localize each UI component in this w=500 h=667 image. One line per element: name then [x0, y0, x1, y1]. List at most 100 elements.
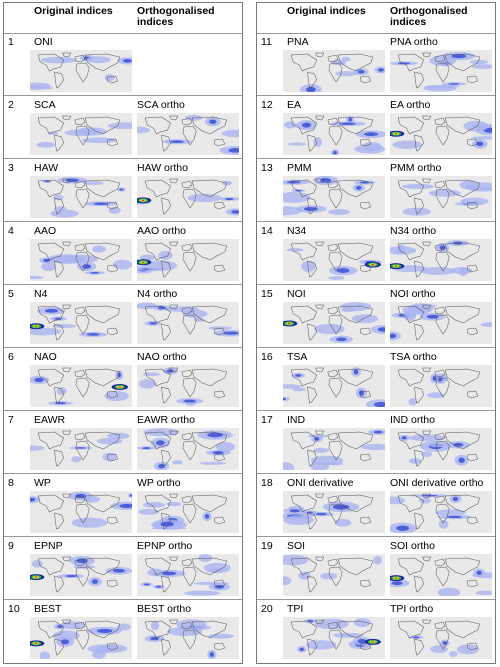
- ortho-index-label: NOI ortho: [390, 288, 436, 300]
- original-map-image: [283, 365, 385, 407]
- row-number: 11: [261, 36, 272, 48]
- world-map-graphic: [30, 113, 132, 155]
- world-map-graphic: [30, 302, 132, 344]
- ortho-map-image: [390, 302, 492, 344]
- row-number: 4: [8, 225, 14, 237]
- world-map-graphic: [137, 239, 239, 281]
- original-map-image: [283, 239, 385, 281]
- ortho-map-image: [390, 365, 492, 407]
- ortho-map-image: [390, 491, 492, 533]
- table-row: 14 N34 N34 ortho: [257, 222, 495, 285]
- world-map-graphic: [137, 617, 239, 659]
- ortho-index-label: N4 ortho: [137, 288, 178, 300]
- ortho-index-label: SOI ortho: [390, 540, 435, 552]
- ortho-map-image: [390, 428, 492, 470]
- ortho-index-label: BEST ortho: [137, 603, 192, 615]
- row-number: 5: [8, 288, 14, 300]
- world-map-graphic: [283, 113, 385, 155]
- table-row: 13 PMM PMM ortho: [257, 159, 495, 222]
- table-row: 10 BEST BEST ortho: [4, 600, 242, 663]
- left-panel: Original indices Orthogonalised indices …: [3, 2, 243, 664]
- header-original: Original indices: [34, 5, 113, 17]
- world-map-graphic: [390, 50, 492, 92]
- original-map-image: [30, 302, 132, 344]
- world-map-graphic: [390, 365, 492, 407]
- original-map-image: [283, 113, 385, 155]
- world-map-graphic: [390, 617, 492, 659]
- original-map-image: [283, 176, 385, 218]
- original-map-image: [283, 428, 385, 470]
- table-row: 15 NOI NOI ortho: [257, 285, 495, 348]
- ortho-map-image: [390, 617, 492, 659]
- original-index-label: PNA: [287, 36, 309, 48]
- world-map-graphic: [30, 428, 132, 470]
- row-number: 1: [8, 36, 14, 48]
- world-map-graphic: [30, 491, 132, 533]
- ortho-map-image: [137, 365, 239, 407]
- original-map-image: [30, 113, 132, 155]
- world-map-graphic: [137, 176, 239, 218]
- ortho-map-image: [137, 491, 239, 533]
- world-map-graphic: [30, 365, 132, 407]
- table-row: 6 NAO NAO ortho: [4, 348, 242, 411]
- table-row: 2 SCA SCA ortho: [4, 96, 242, 159]
- original-map-image: [30, 617, 132, 659]
- table-row: 5 N4 N4 ortho: [4, 285, 242, 348]
- left-header: Original indices Orthogonalised indices: [4, 3, 242, 34]
- ortho-index-label: EAWR ortho: [137, 414, 195, 426]
- world-map-graphic: [390, 176, 492, 218]
- row-number: 14: [261, 225, 273, 237]
- world-map-graphic: [30, 50, 132, 92]
- world-map-graphic: [390, 239, 492, 281]
- row-number: 15: [261, 288, 273, 300]
- table-row: 7 EAWR EAWR ortho: [4, 411, 242, 474]
- row-number: 13: [261, 162, 273, 174]
- original-index-label: NOI: [287, 288, 306, 300]
- table-row: 1 ONI: [4, 33, 242, 96]
- original-index-label: ONI: [34, 36, 53, 48]
- original-index-label: EAWR: [34, 414, 66, 426]
- original-map-image: [283, 617, 385, 659]
- row-number: 10: [8, 603, 20, 615]
- ortho-index-label: SCA ortho: [137, 99, 185, 111]
- world-map-graphic: [283, 302, 385, 344]
- row-number: 7: [8, 414, 14, 426]
- world-map-graphic: [390, 491, 492, 533]
- ortho-map-image: [137, 302, 239, 344]
- table-row: 3 HAW HAW ortho: [4, 159, 242, 222]
- original-index-label: TSA: [287, 351, 308, 363]
- world-map-graphic: [137, 491, 239, 533]
- original-index-label: IND: [287, 414, 306, 426]
- world-map-graphic: [283, 491, 385, 533]
- ortho-map-image: [390, 176, 492, 218]
- ortho-index-label: IND ortho: [390, 414, 435, 426]
- world-map-graphic: [283, 176, 385, 218]
- row-number: 17: [261, 414, 273, 426]
- original-index-label: HAW: [34, 162, 59, 174]
- table-row: 9 EPNP EPNP ortho: [4, 537, 242, 600]
- row-number: 20: [261, 603, 273, 615]
- world-map-graphic: [137, 365, 239, 407]
- header-original: Original indices: [287, 5, 366, 17]
- right-panel: Original indices Orthogonalised indices …: [256, 2, 496, 664]
- original-map-image: [283, 491, 385, 533]
- ortho-map-image: [137, 554, 239, 596]
- ortho-map-image: [390, 239, 492, 281]
- world-map-graphic: [137, 302, 239, 344]
- ortho-map-image: [137, 239, 239, 281]
- original-map-image: [30, 554, 132, 596]
- ortho-map-image: [390, 113, 492, 155]
- world-map-graphic: [283, 428, 385, 470]
- world-map-graphic: [137, 113, 239, 155]
- ortho-index-label: EA ortho: [390, 99, 431, 111]
- world-map-graphic: [283, 50, 385, 92]
- world-map-graphic: [390, 302, 492, 344]
- world-map-graphic: [283, 617, 385, 659]
- table-row: 18 ONI derivative ONI derivative ortho: [257, 474, 495, 537]
- original-map-image: [30, 428, 132, 470]
- original-map-image: [30, 239, 132, 281]
- ortho-index-label: TPI ortho: [390, 603, 434, 615]
- table-row: 17 IND IND ortho: [257, 411, 495, 474]
- ortho-map-image: [137, 428, 239, 470]
- table-row: 12 EA EA ortho: [257, 96, 495, 159]
